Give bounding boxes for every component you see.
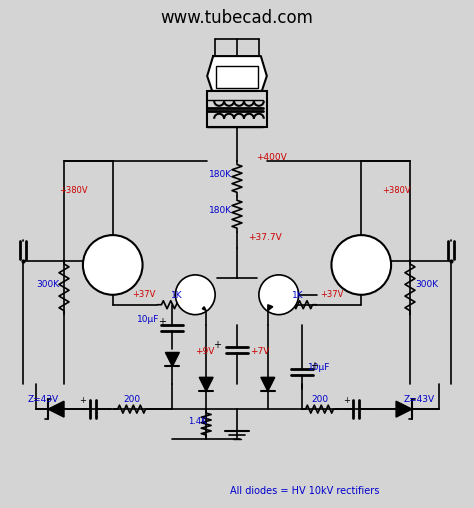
Text: www.tubecad.com: www.tubecad.com (161, 9, 313, 27)
Text: +: + (343, 396, 350, 405)
Circle shape (259, 275, 299, 314)
Text: 200: 200 (123, 395, 140, 404)
Text: 10μF: 10μF (137, 315, 160, 324)
Text: +400V: +400V (256, 153, 287, 162)
Text: +37.7V: +37.7V (248, 233, 282, 242)
Text: +37V: +37V (320, 290, 343, 299)
Polygon shape (202, 307, 206, 311)
Text: +7V: +7V (250, 347, 270, 356)
Text: 1K: 1K (292, 291, 303, 300)
Bar (216, 66, 258, 88)
Text: Z=43V: Z=43V (27, 395, 59, 404)
Text: +37V: +37V (132, 290, 155, 299)
Polygon shape (165, 353, 179, 366)
Polygon shape (207, 56, 267, 91)
Circle shape (175, 275, 215, 314)
Polygon shape (396, 401, 412, 417)
Text: +: + (310, 361, 318, 371)
Bar (207, 91, 267, 126)
Text: 10μF: 10μF (308, 363, 331, 372)
Text: +380V: +380V (382, 186, 410, 195)
Text: 300K: 300K (36, 280, 60, 290)
Text: +9V: +9V (195, 347, 215, 356)
Circle shape (83, 235, 143, 295)
Text: +: + (158, 316, 166, 327)
Text: Z=43V: Z=43V (403, 395, 435, 404)
Polygon shape (48, 401, 64, 417)
Text: 180K: 180K (209, 170, 232, 179)
Text: 300K: 300K (415, 280, 438, 290)
Polygon shape (261, 377, 275, 391)
Text: 180K: 180K (209, 206, 232, 215)
Text: +: + (213, 339, 221, 350)
Text: 200: 200 (311, 395, 328, 404)
Polygon shape (199, 377, 213, 391)
Circle shape (331, 235, 391, 295)
Text: 1K: 1K (171, 291, 182, 300)
Polygon shape (268, 305, 273, 311)
Text: All diodes = HV 10kV rectifiers: All diodes = HV 10kV rectifiers (230, 486, 379, 496)
Text: +380V: +380V (60, 186, 88, 195)
Text: +: + (80, 396, 86, 405)
Text: 1.4K: 1.4K (188, 417, 207, 426)
